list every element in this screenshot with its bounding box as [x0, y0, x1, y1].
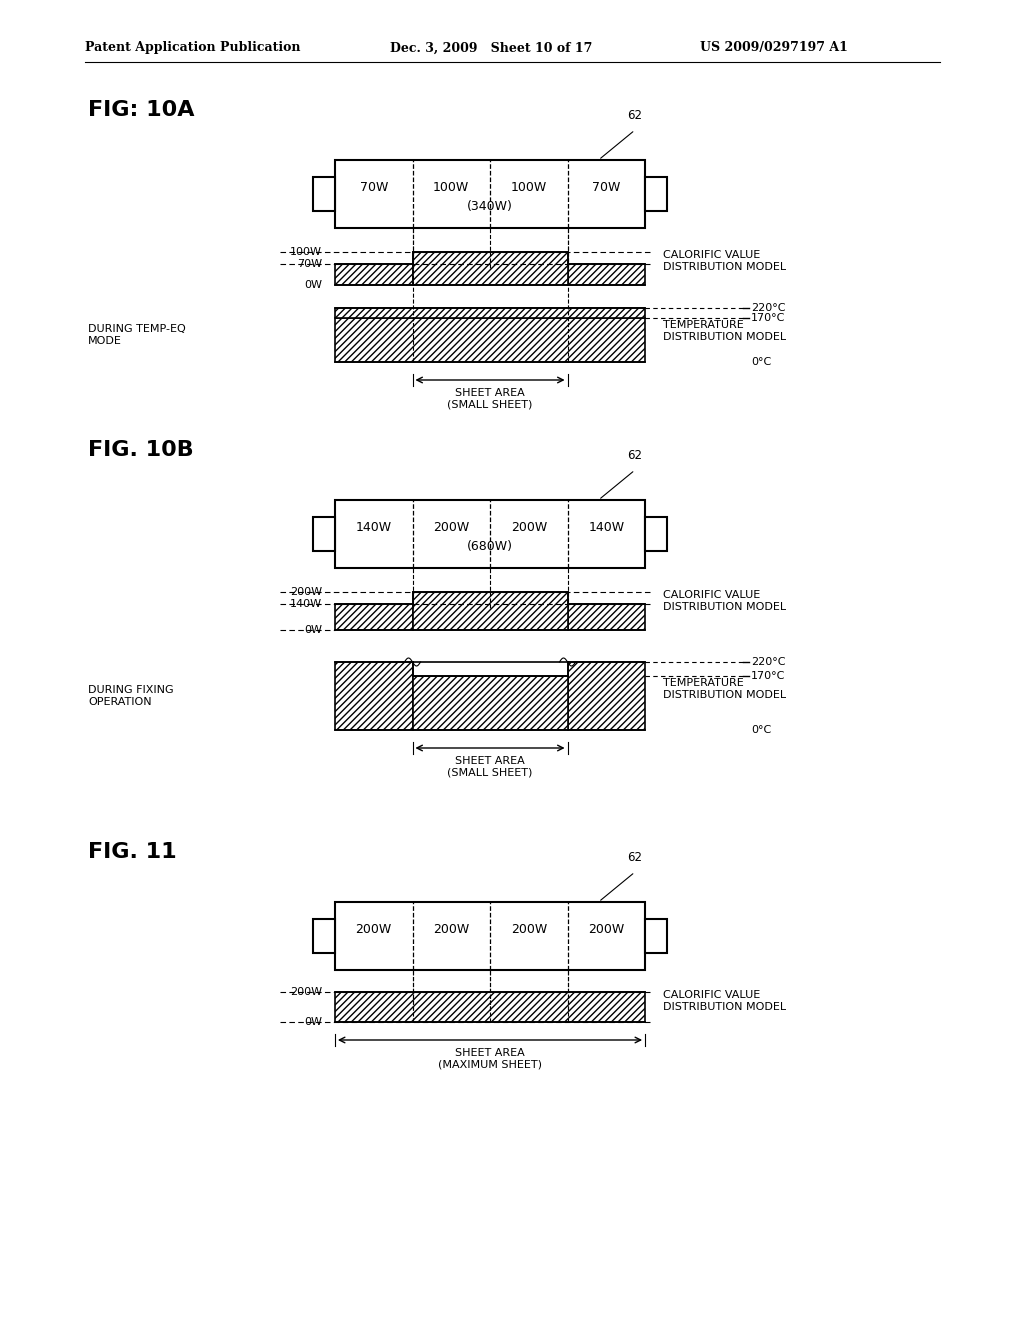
Text: 62: 62	[628, 449, 642, 462]
Text: 100W: 100W	[511, 181, 547, 194]
Text: 100W: 100W	[433, 181, 469, 194]
Bar	[413, 663, 567, 676]
Bar	[335, 605, 413, 630]
Bar	[335, 264, 413, 285]
Text: DURING TEMP-EQ
MODE: DURING TEMP-EQ MODE	[88, 325, 185, 346]
Text: 70W: 70W	[592, 181, 621, 194]
Text: SHEET AREA
(SMALL SHEET): SHEET AREA (SMALL SHEET)	[447, 388, 532, 409]
Text: 0W: 0W	[304, 624, 322, 635]
Text: TEMPERATURE
DISTRIBUTION MODEL: TEMPERATURE DISTRIBUTION MODEL	[663, 319, 786, 342]
Text: 140W: 140W	[588, 520, 625, 533]
Text: 200W: 200W	[511, 520, 547, 533]
Bar	[313, 177, 335, 211]
Text: 62: 62	[628, 851, 642, 865]
Text: 170°C: 170°C	[751, 671, 785, 681]
Text: 70W: 70W	[297, 259, 322, 269]
Bar	[567, 605, 645, 630]
Text: (680W): (680W)	[467, 540, 513, 553]
Text: 0W: 0W	[304, 280, 322, 290]
Text: 200W: 200W	[588, 923, 625, 936]
Text: CALORIFIC VALUE
DISTRIBUTION MODEL: CALORIFIC VALUE DISTRIBUTION MODEL	[663, 590, 786, 611]
Bar	[645, 517, 667, 550]
Bar	[335, 902, 645, 970]
Text: 200W: 200W	[355, 923, 392, 936]
Bar	[335, 160, 645, 228]
Text: TEMPERATURE
DISTRIBUTION MODEL: TEMPERATURE DISTRIBUTION MODEL	[663, 678, 786, 700]
Text: 62: 62	[628, 110, 642, 121]
Bar	[567, 663, 645, 730]
Bar	[645, 177, 667, 211]
Text: Dec. 3, 2009   Sheet 10 of 17: Dec. 3, 2009 Sheet 10 of 17	[390, 41, 592, 54]
Bar	[335, 318, 645, 362]
Text: 0°C: 0°C	[751, 356, 771, 367]
Text: FIG: 10A: FIG: 10A	[88, 100, 195, 120]
Text: 200W: 200W	[433, 923, 469, 936]
Text: SHEET AREA
(SMALL SHEET): SHEET AREA (SMALL SHEET)	[447, 756, 532, 777]
Text: Patent Application Publication: Patent Application Publication	[85, 41, 300, 54]
Text: 220°C: 220°C	[751, 657, 785, 667]
Text: 140W: 140W	[290, 599, 322, 609]
Bar	[335, 500, 645, 568]
Bar	[645, 919, 667, 953]
Text: US 2009/0297197 A1: US 2009/0297197 A1	[700, 41, 848, 54]
Text: (340W): (340W)	[467, 199, 513, 213]
Bar	[313, 919, 335, 953]
Text: 200W: 200W	[290, 987, 322, 997]
Text: 170°C: 170°C	[751, 313, 785, 323]
Text: 0°C: 0°C	[751, 725, 771, 735]
Text: 100W: 100W	[290, 247, 322, 257]
Text: FIG. 10B: FIG. 10B	[88, 440, 194, 459]
Text: CALORIFIC VALUE
DISTRIBUTION MODEL: CALORIFIC VALUE DISTRIBUTION MODEL	[663, 249, 786, 272]
Text: 0W: 0W	[304, 1016, 322, 1027]
Bar	[335, 663, 413, 730]
Text: DURING FIXING
OPERATION: DURING FIXING OPERATION	[88, 685, 174, 706]
Text: FIG. 11: FIG. 11	[88, 842, 176, 862]
Bar	[413, 676, 567, 730]
Text: 70W: 70W	[359, 181, 388, 194]
Text: 200W: 200W	[290, 587, 322, 597]
Bar	[413, 591, 567, 630]
Text: 140W: 140W	[355, 520, 392, 533]
Bar	[335, 993, 645, 1022]
Text: CALORIFIC VALUE
DISTRIBUTION MODEL: CALORIFIC VALUE DISTRIBUTION MODEL	[663, 990, 786, 1011]
Bar	[413, 252, 567, 285]
Bar	[567, 264, 645, 285]
Text: SHEET AREA
(MAXIMUM SHEET): SHEET AREA (MAXIMUM SHEET)	[438, 1048, 542, 1069]
Text: 200W: 200W	[511, 923, 547, 936]
Text: 200W: 200W	[433, 520, 469, 533]
Bar	[313, 517, 335, 550]
Text: 220°C: 220°C	[751, 304, 785, 313]
Bar	[335, 308, 645, 318]
